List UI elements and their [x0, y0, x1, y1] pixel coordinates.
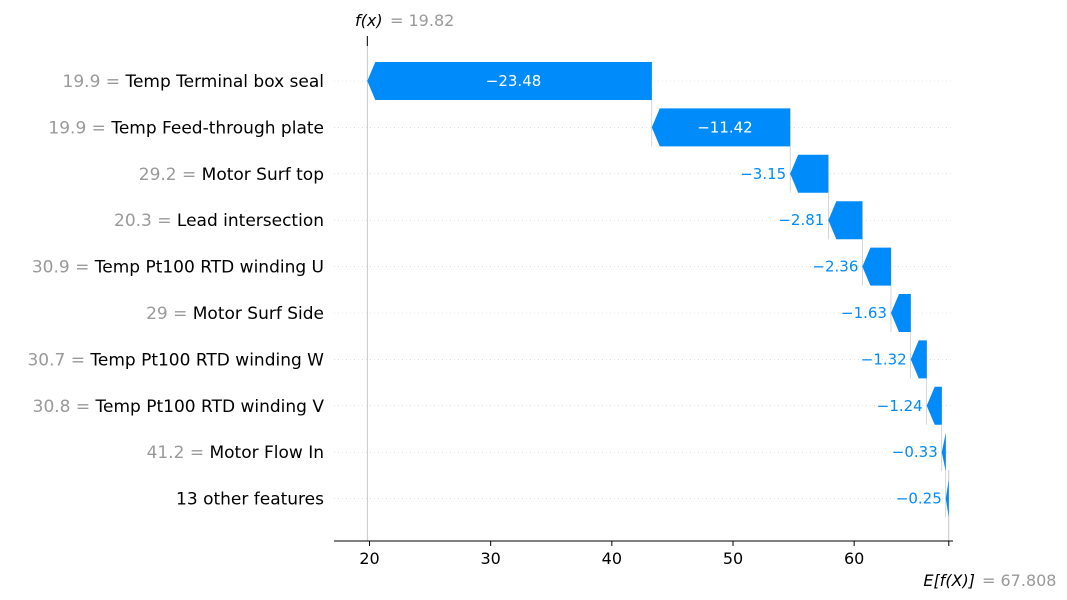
feature-name: Temp Pt100 RTD winding W [89, 350, 324, 370]
feature-label: 30.9 = Temp Pt100 RTD winding U [32, 258, 324, 278]
feature-name: Temp Terminal box seal [124, 72, 324, 92]
x-axis: 20 30 40 50 60 [334, 540, 953, 568]
feature-name: Temp Pt100 RTD winding U [94, 258, 324, 278]
feature-name: Motor Flow In [209, 443, 324, 463]
feature-value: 41.2 = [147, 443, 210, 463]
feature-label: 19.9 = Temp Feed-through plate [48, 118, 324, 138]
bar-value-label: −1.24 [877, 397, 923, 415]
fx-label: f(x) [355, 11, 383, 30]
feature-label: 19.9 = Temp Terminal box seal [63, 72, 324, 92]
bar-6 [890, 294, 911, 332]
feature-name: Motor Surf Side [193, 304, 324, 324]
bar-9 [941, 433, 946, 472]
feature-label: 20.3 = Lead intersection [114, 211, 324, 231]
feature-value: 19.9 = [48, 118, 111, 138]
x-tick-label: 30 [480, 549, 500, 568]
bar-value-label: −0.33 [892, 443, 938, 461]
x-tick-label: 20 [359, 549, 379, 568]
feature-value: 20.3 = [114, 211, 177, 231]
x-tick-label: 40 [602, 549, 622, 568]
bar-1 [367, 62, 652, 100]
bar-value-label: −0.25 [896, 490, 942, 508]
bar-5 [862, 247, 891, 286]
bar-value-label: −11.42 [697, 118, 753, 136]
bar-value-label: −1.32 [861, 350, 907, 368]
feature-name: 13 other features [176, 490, 324, 510]
reference-lines [366, 36, 950, 541]
ex-value: = 67.808 [982, 571, 1056, 590]
feature-name: Temp Feed-through plate [110, 118, 324, 138]
feature-value: 19.9 = [63, 72, 126, 92]
feature-label: 30.8 = Temp Pt100 RTD winding V [33, 397, 325, 417]
feature-label: 30.7 = Temp Pt100 RTD winding W [27, 350, 324, 370]
fx-annotation: f(x) = 19.82 [355, 11, 454, 30]
feature-name: Temp Pt100 RTD winding V [95, 397, 325, 417]
bar-8 [926, 386, 942, 425]
bar-value-label: −2.36 [812, 258, 858, 276]
feature-name: Motor Surf top [202, 165, 324, 185]
fx-value: = 19.82 [390, 11, 454, 30]
bar-value-label: −2.81 [778, 211, 824, 229]
bars: −23.48 −11.42 −3.15 −2.81 −2.36 −1.63 −1.32 −1.… [367, 62, 949, 518]
ex-label: E[f(X)] [923, 571, 975, 590]
bar-2 [651, 108, 791, 147]
bar-value-label: −3.15 [740, 165, 786, 183]
feature-value: 30.7 = [27, 350, 90, 370]
bar-value-label: −1.63 [841, 304, 887, 322]
feature-value: 29.2 = [139, 165, 202, 185]
bar-4 [828, 201, 863, 240]
gridlines [334, 62, 953, 518]
feature-value: 29 = [146, 304, 193, 324]
feature-label: 29 = Motor Surf Side [146, 304, 324, 324]
bar-7 [910, 340, 927, 379]
feature-name: Lead intersection [177, 211, 324, 231]
feature-label: 13 other features [176, 490, 324, 510]
bar-value-label: −23.48 [486, 72, 542, 90]
ex-annotation: E[f(X)] = 67.808 [923, 571, 1056, 590]
feature-value: 30.8 = [33, 397, 96, 417]
feature-label: 29.2 = Motor Surf top [139, 165, 324, 185]
feature-label: 41.2 = Motor Flow In [147, 443, 324, 463]
x-tick-label: 60 [844, 549, 864, 568]
bar-10 [945, 479, 949, 518]
x-tick-label: 50 [723, 549, 743, 568]
bar-3 [790, 154, 829, 193]
feature-value: 30.9 = [32, 258, 95, 278]
